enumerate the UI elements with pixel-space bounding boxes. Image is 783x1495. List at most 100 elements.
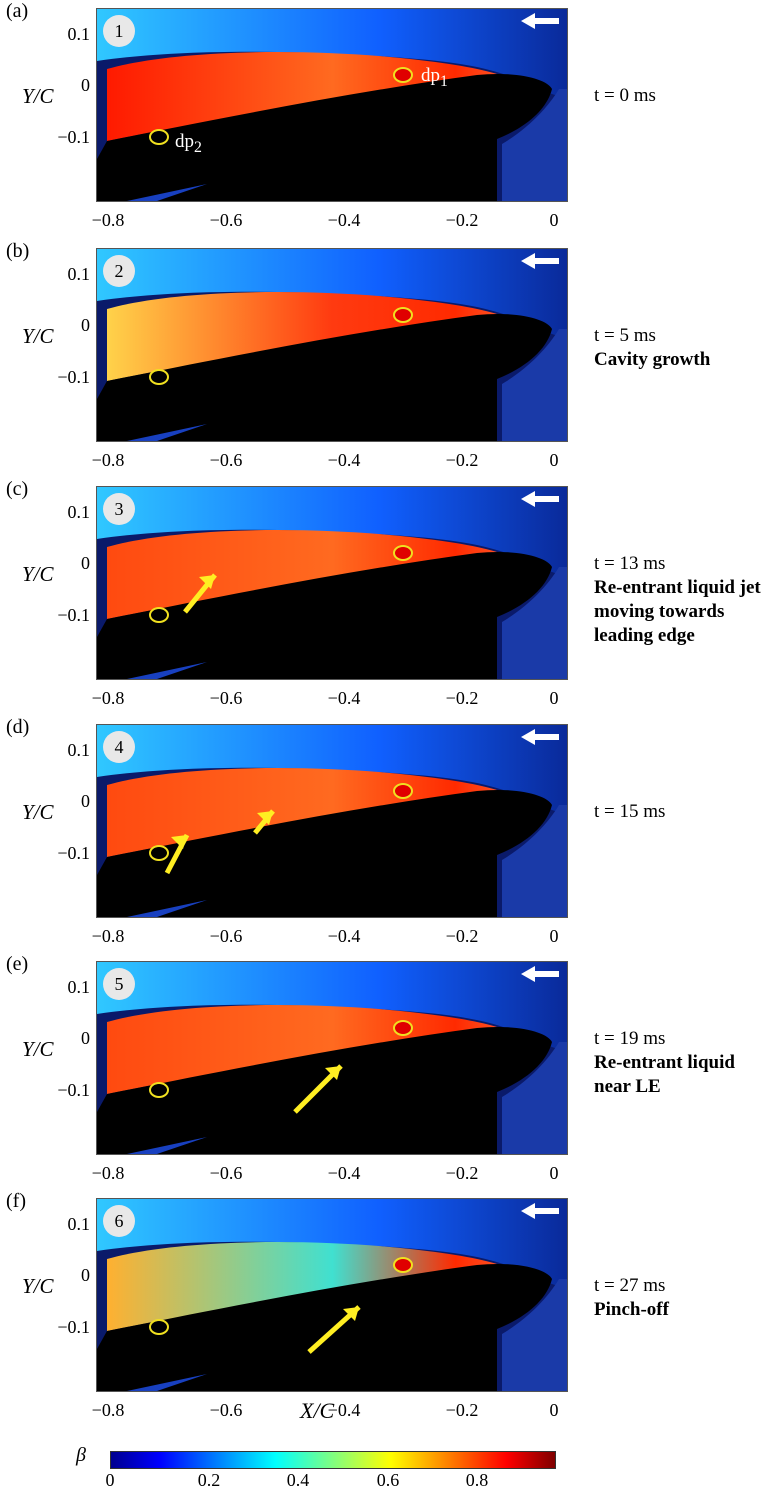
dp1-sensor-marker xyxy=(393,545,413,561)
y-axis-label: Y/C xyxy=(22,1274,54,1298)
event-description: Pinch-off xyxy=(594,1299,669,1320)
y-tick-label: 0 xyxy=(81,315,90,335)
flow-direction-arrow xyxy=(521,491,559,507)
lower-noise xyxy=(127,662,207,679)
lower-noise xyxy=(127,900,207,917)
arrow-head xyxy=(325,1066,341,1080)
x-tick-label: −0.4 xyxy=(327,210,361,230)
y-tick-label: −0.1 xyxy=(57,367,90,387)
frame-number: 3 xyxy=(115,499,124,519)
void-fraction-field: 3 xyxy=(96,486,568,680)
lower-noise xyxy=(127,424,207,441)
y-tick-label: −0.1 xyxy=(57,1080,90,1100)
void-fraction-field: 4 xyxy=(96,724,568,918)
arrow-head xyxy=(171,835,187,849)
dp2-text: dp xyxy=(175,131,194,152)
cavity-region xyxy=(107,767,517,857)
colorbar-tick-label: 0 xyxy=(105,1470,115,1490)
hydrofoil-body xyxy=(97,1263,552,1391)
x-tick-label: −0.4 xyxy=(327,926,361,946)
frame-number-badge xyxy=(103,731,135,763)
hydrofoil-body xyxy=(97,789,552,917)
colorbar xyxy=(110,1451,556,1469)
figure-panel: (c) Y/C 0.1 0 −0.1 3 −0.8 −0.6 −0.4 −0.2 0 t = 13 m… xyxy=(0,478,783,715)
frame-number-badge xyxy=(103,15,135,47)
time-stamp: t = 5 ms xyxy=(594,325,656,346)
panel-annotation: t = 27 ms Pinch-off xyxy=(594,1274,669,1322)
y-tick-label: 0 xyxy=(81,791,90,811)
dp2-sensor-marker xyxy=(149,369,169,385)
figure-panel: (b) Y/C 0.1 0 −0.1 2 −0.8 −0.6 −0.4 −0.2 0 t = 5 ms… xyxy=(0,240,783,477)
y-tick-label: 0 xyxy=(81,1028,90,1048)
x-tick-label: −0.8 xyxy=(91,210,125,230)
y-tick-label: 0 xyxy=(81,1265,90,1285)
x-axis-label: X/C xyxy=(300,1398,335,1423)
y-tick-label: −0.1 xyxy=(57,605,90,625)
y-tick-label: −0.1 xyxy=(57,843,90,863)
x-tick-label: −0.8 xyxy=(91,1400,125,1420)
figure-panel: (a) Y/C 0.1 0 −0.1 1 dp1 dp2 −0.8 −0.6 −0.4 −0.2 0 t … xyxy=(0,0,783,237)
x-tick-label: 0 xyxy=(549,450,559,470)
x-tick-label: −0.8 xyxy=(91,688,125,708)
panel-annotation: t = 19 ms Re-entrant liquid near LE xyxy=(594,1027,735,1099)
dp1-label: dp1 xyxy=(421,65,448,91)
event-description: leading edge xyxy=(594,625,695,646)
panel-annotation: t = 5 ms Cavity growth xyxy=(594,324,710,372)
dp2-label: dp2 xyxy=(175,131,202,157)
y-tick-label: −0.1 xyxy=(57,127,90,147)
time-stamp: t = 0 ms xyxy=(594,85,656,106)
x-tick-label: −0.2 xyxy=(445,926,479,946)
x-tick-label: −0.6 xyxy=(209,1400,243,1420)
event-description: Re-entrant liquid xyxy=(594,1052,735,1073)
flow-direction-arrow xyxy=(521,966,559,982)
right-noise xyxy=(502,329,567,441)
cavity-region xyxy=(107,529,517,619)
y-tick-label: 0 xyxy=(81,75,90,95)
lower-noise xyxy=(127,1374,207,1391)
flow-direction-arrow xyxy=(521,253,559,269)
arrow-head xyxy=(343,1307,359,1321)
frame-number-badge xyxy=(103,255,135,287)
dp1-sensor-marker xyxy=(393,783,413,799)
event-description: Cavity growth xyxy=(594,349,711,370)
y-axis-label: Y/C xyxy=(22,562,54,586)
frame-number: 4 xyxy=(115,737,124,757)
panel-label: (e) xyxy=(6,953,29,975)
colorbar-tick-label: 0.6 xyxy=(376,1470,400,1490)
x-tick-label: −0.4 xyxy=(327,1163,361,1183)
x-tick-label: −0.6 xyxy=(209,1163,243,1183)
y-axis-label: Y/C xyxy=(22,800,54,824)
flow-direction-arrow xyxy=(521,1203,559,1219)
void-fraction-field: 6 xyxy=(96,1198,568,1392)
cavity-region xyxy=(107,1241,517,1331)
x-tick-label: 0 xyxy=(549,688,559,708)
dp2-sensor-marker xyxy=(149,1082,169,1098)
panel-label: (b) xyxy=(6,240,30,262)
dp2-sensor-marker xyxy=(149,845,169,861)
event-description: moving towards xyxy=(594,601,725,622)
x-tick-label: −0.2 xyxy=(445,688,479,708)
x-tick-label: −0.2 xyxy=(445,1400,479,1420)
colorbar-tick-label: 0.8 xyxy=(465,1470,489,1490)
y-axis-label: Y/C xyxy=(22,1037,54,1061)
time-stamp: t = 13 ms xyxy=(594,553,666,574)
frame-number-badge xyxy=(103,1205,135,1237)
x-tick-label: −0.4 xyxy=(327,450,361,470)
void-fraction-field: 2 xyxy=(96,248,568,442)
frame-number: 2 xyxy=(115,261,124,281)
cavity-region xyxy=(107,291,517,381)
panel-annotation: t = 13 ms Re-entrant liquid jet moving tow… xyxy=(594,552,761,648)
figure-panel: (e) Y/C 0.1 0 −0.1 5 −0.8 −0.6 −0.4 −0.2 0 t = 19 m… xyxy=(0,953,783,1190)
dp1-text: dp xyxy=(421,65,440,86)
dp1-sensor-marker xyxy=(393,307,413,323)
y-axis-label: Y/C xyxy=(22,84,54,108)
x-tick-label: 0 xyxy=(549,210,559,230)
right-noise xyxy=(502,1279,567,1391)
void-fraction-field: 5 xyxy=(96,961,568,1155)
flow-direction-arrow xyxy=(521,729,559,745)
right-noise xyxy=(502,1042,567,1154)
event-description: Re-entrant liquid jet xyxy=(594,577,761,598)
dp2-sensor-marker xyxy=(149,607,169,623)
x-tick-label: −0.4 xyxy=(327,688,361,708)
time-stamp: t = 15 ms xyxy=(594,801,666,822)
